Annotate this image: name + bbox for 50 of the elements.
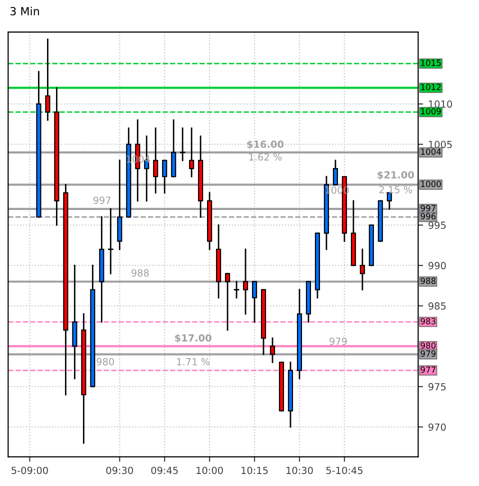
ref-line-label: 1012 — [421, 84, 441, 90]
candlestick — [225, 272, 230, 331]
ref-line-label: 1004 — [421, 148, 441, 155]
ref-line-label: 988 — [420, 278, 436, 284]
annotation: 988 — [132, 269, 149, 277]
ref-line-label: 977 — [420, 366, 436, 373]
candlestick — [189, 127, 194, 178]
x-tick-label: 09:45 — [151, 466, 178, 474]
x-tick-label: 10:15 — [242, 466, 268, 474]
annotation: 1004 — [126, 155, 150, 163]
chart-title: 3 Min — [10, 6, 39, 16]
candlestick — [153, 127, 158, 194]
candlestick — [270, 337, 276, 364]
y-tick-label: 970 — [428, 423, 446, 431]
x-tick-label: 5-09:00 — [12, 466, 48, 474]
y-tick-label: 985 — [428, 302, 446, 310]
candlestick — [162, 160, 168, 194]
annotation: 980 — [96, 358, 114, 366]
x-tick-label: 10:30 — [286, 466, 313, 474]
candlestick — [45, 38, 50, 121]
annotation: 1.62 % — [249, 153, 282, 161]
ref-line-label: 997 — [420, 205, 436, 212]
ref-line-label: 979 — [420, 350, 436, 357]
ref-line-label: 1009 — [421, 108, 441, 114]
candlestick — [360, 248, 365, 290]
annotation: 979 — [330, 338, 347, 345]
annotation: 1.71 % — [177, 358, 210, 366]
candlestick — [180, 127, 186, 162]
ref-line-label: 983 — [420, 318, 436, 324]
ref-line-label: 980 — [420, 342, 436, 349]
candlestick — [234, 280, 240, 298]
annotation: $17.00 — [175, 334, 212, 343]
annotation: $16.00 — [247, 140, 284, 150]
x-tick-label: 5-10:45 — [326, 466, 362, 474]
candlestick — [242, 248, 248, 315]
annotation: $21.00 — [378, 170, 414, 180]
ref-line-label: 1015 — [421, 60, 441, 66]
candlestick — [386, 192, 392, 210]
ref-line-label: 996 — [420, 213, 436, 220]
y-tick-label: 995 — [428, 222, 446, 229]
annotation: 997 — [93, 196, 110, 204]
candlestick — [332, 160, 338, 186]
y-tick-label: 990 — [428, 262, 446, 270]
candlestick — [108, 208, 114, 274]
y-tick-label: 975 — [428, 383, 446, 390]
x-tick-label: 10:00 — [196, 466, 223, 474]
x-tick-label: 09:30 — [106, 466, 134, 474]
ref-line-label: 1000 — [421, 180, 441, 188]
candlestick — [252, 280, 258, 323]
annotation: 2.15 % — [379, 186, 412, 194]
